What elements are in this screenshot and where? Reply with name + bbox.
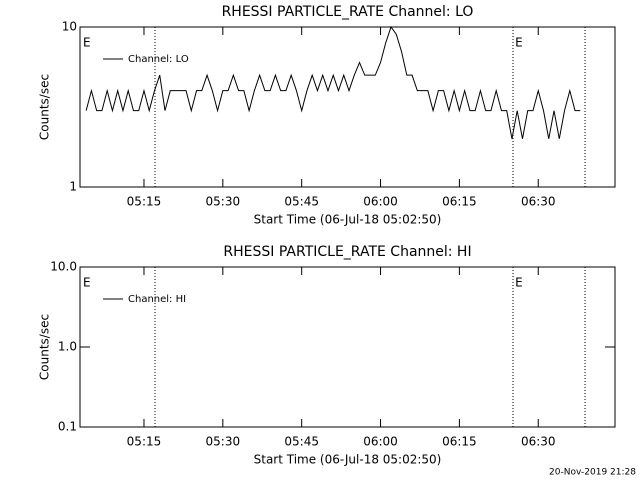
plot-frame	[79, 26, 616, 188]
chart-title: RHESSI PARTICLE_RATE Channel: LO	[222, 4, 474, 20]
x-tick-label: 05:45	[284, 195, 319, 209]
y-axis-label: Counts/sec	[38, 314, 52, 380]
data-line	[85, 25, 581, 139]
x-tick-label: 05:30	[206, 435, 241, 449]
footer: 20-Nov-2019 21:28	[549, 468, 636, 478]
x-tick-label: 06:15	[442, 195, 477, 209]
y-axis-label: Counts/sec	[38, 74, 52, 140]
chart-title: RHESSI PARTICLE_RATE Channel: HI	[223, 244, 471, 260]
legend-label: Channel: LO	[128, 54, 189, 65]
y-tick-label: 10.0	[50, 260, 77, 274]
annotation: E	[515, 276, 523, 290]
legend-label: Channel: HI	[128, 294, 186, 305]
y-tick-label: 0.1	[58, 420, 77, 434]
x-tick-label: 06:00	[363, 435, 398, 449]
x-tick-label: 06:00	[363, 195, 398, 209]
x-tick-label: 06:30	[521, 435, 556, 449]
y-tick-label: 1	[69, 180, 77, 194]
annotation: E	[83, 36, 91, 50]
x-tick-label: 05:15	[127, 435, 162, 449]
x-tick-label: 05:30	[206, 195, 241, 209]
x-tick-label: 05:15	[127, 195, 162, 209]
annotation: E	[515, 36, 523, 50]
x-axis-label: Start Time (06-Jul-18 05:02:50)	[254, 213, 442, 227]
y-tick-label: 1.0	[58, 340, 77, 354]
x-tick-label: 05:45	[284, 435, 319, 449]
y-tick-label: 10	[62, 20, 77, 34]
annotation: E	[83, 276, 91, 290]
x-tick-label: 06:30	[521, 195, 556, 209]
x-axis-label: Start Time (06-Jul-18 05:02:50)	[254, 453, 442, 467]
x-tick-label: 06:15	[442, 435, 477, 449]
